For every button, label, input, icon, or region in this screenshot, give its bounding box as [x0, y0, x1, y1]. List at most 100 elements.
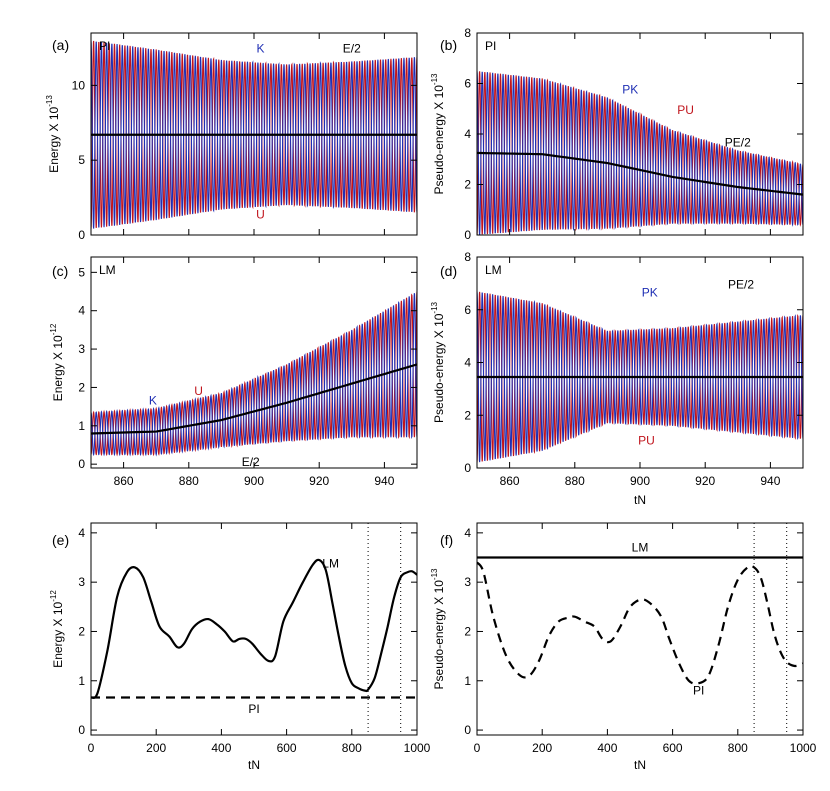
y-axis-label-text: Pseudo-energy X 10: [432, 313, 446, 423]
xtick-label: 400: [211, 741, 231, 755]
annotation-a-1: E/2: [343, 41, 361, 55]
xtick-label: 880: [179, 474, 199, 488]
plot-frame-e: [90, 522, 418, 736]
xtick-label: 860: [114, 474, 134, 488]
series-mean-b: [477, 151, 803, 196]
annotation-b-2: PE/2: [725, 136, 751, 150]
y-axis-label-text: Energy X 10: [51, 335, 65, 401]
ytick-label: 2: [464, 178, 471, 192]
ytick-label: 10: [72, 78, 86, 92]
xtick-label: 600: [277, 741, 297, 755]
ytick-label: 4: [78, 526, 85, 540]
y-axis-label-text: Energy X 10: [47, 106, 61, 172]
ytick-label: 2: [78, 380, 85, 394]
xtick-label: 940: [374, 474, 394, 488]
y-axis-exponent: -13: [430, 73, 439, 85]
xtick-label: 920: [309, 474, 329, 488]
y-axis-exponent: -13: [430, 301, 439, 313]
ytick-label: 4: [464, 127, 471, 141]
xtick-label: 900: [244, 474, 264, 488]
xtick-label: 880: [565, 474, 585, 488]
annotation-f-1: PI: [693, 684, 704, 698]
ytick-label: 6: [464, 303, 471, 317]
ytick-label: 1: [464, 674, 471, 688]
panel-tag-c: LM: [99, 263, 116, 277]
xtick-label: 940: [760, 474, 780, 488]
xtick-label: 600: [663, 741, 683, 755]
x-axis-label-e: tN: [248, 758, 260, 772]
plot-frame-f: [476, 522, 804, 736]
xtick-label: 1000: [404, 741, 431, 755]
ytick-label: 1: [78, 419, 85, 433]
ytick-label: 0: [78, 457, 85, 471]
ytick-label: 4: [464, 526, 471, 540]
xtick-label: 0: [474, 741, 481, 755]
y-axis-label-text: Pseudo-energy X 10: [432, 580, 446, 690]
series-mean-c: [91, 363, 417, 435]
ytick-label: 8: [464, 26, 471, 40]
ytick-label: 3: [78, 575, 85, 589]
x-axis-label-f: tN: [634, 758, 646, 772]
xtick-label: 200: [146, 741, 166, 755]
ytick-label: 2: [78, 624, 85, 638]
annotation-d-1: PE/2: [728, 278, 754, 292]
panel-letter-d: (d): [440, 263, 457, 279]
annotation-b-0: PK: [622, 83, 638, 97]
annotation-c-1: U: [194, 384, 203, 398]
xtick-label: 860: [500, 474, 520, 488]
series-lm-e: [91, 558, 417, 700]
xtick-label: 800: [342, 741, 362, 755]
annotation-b-1: PU: [677, 103, 694, 117]
panel-tag-b: PI: [485, 39, 496, 53]
xtick-label: 200: [532, 741, 552, 755]
panel-letter-c: (c): [52, 263, 68, 279]
panel-tag-d: LM: [485, 263, 502, 277]
y-axis-exponent: -12: [49, 590, 58, 602]
series-pi-f: [477, 561, 803, 685]
panel-tag-a: PI: [99, 39, 110, 53]
ytick-label: 8: [464, 250, 471, 264]
ytick-label: 3: [78, 342, 85, 356]
annotation-c-0: K: [149, 394, 157, 408]
y-axis-exponent: -12: [49, 323, 58, 335]
y-axis-label-d: Pseudo-energy X 10-13: [430, 301, 446, 423]
ytick-label: 6: [464, 77, 471, 91]
ytick-label: 2: [464, 408, 471, 422]
panel-letter-a: (a): [52, 37, 69, 53]
y-axis-exponent: -13: [45, 95, 54, 107]
ytick-label: 0: [78, 723, 85, 737]
xtick-label: 800: [728, 741, 748, 755]
annotation-d-2: PU: [638, 433, 655, 447]
y-axis-label-a: Energy X 10-13: [45, 95, 61, 173]
annotation-e-0: LM: [322, 556, 339, 570]
ytick-label: 0: [464, 461, 471, 475]
xtick-label: 920: [695, 474, 715, 488]
y-axis-label-f: Pseudo-energy X 10-13: [430, 568, 446, 690]
ytick-label: 0: [464, 723, 471, 737]
annotation-a-0: K: [257, 41, 265, 55]
x-axis-label-d: tN: [634, 493, 646, 507]
panel-letter-e: (e): [52, 532, 69, 548]
ytick-label: 2: [464, 624, 471, 638]
y-axis-label-c: Energy X 10-12: [49, 323, 65, 401]
y-axis-label-text: Energy X 10: [51, 601, 65, 667]
ytick-label: 4: [464, 356, 471, 370]
panel-letter-b: (b): [440, 37, 457, 53]
annotation-d-0: PK: [642, 286, 658, 300]
ytick-label: 5: [78, 265, 85, 279]
annotation-c-2: E/2: [242, 455, 260, 469]
ytick-label: 5: [78, 153, 85, 167]
xtick-label: 0: [88, 741, 95, 755]
annotation-f-0: LM: [632, 541, 649, 555]
ytick-label: 1: [78, 674, 85, 688]
ytick-label: 4: [78, 304, 85, 318]
y-axis-exponent: -13: [430, 568, 439, 580]
xtick-label: 1000: [790, 741, 817, 755]
y-axis-label-e: Energy X 10-12: [49, 590, 65, 668]
y-axis-label-text: Pseudo-energy X 10: [432, 85, 446, 195]
ytick-label: 0: [464, 228, 471, 242]
ytick-label: 0: [78, 228, 85, 242]
xtick-label: 900: [630, 474, 650, 488]
panel-letter-f: (f): [440, 532, 453, 548]
